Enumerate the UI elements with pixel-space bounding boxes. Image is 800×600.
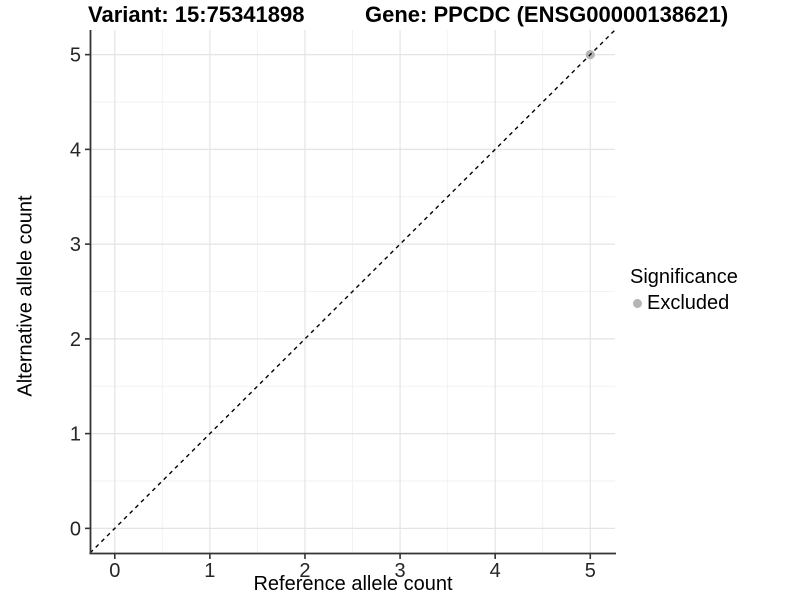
legend-item-excluded: Excluded	[630, 291, 738, 315]
y-axis-title: Alternative allele count	[14, 195, 37, 397]
x-tick-label: 3	[395, 560, 406, 582]
legend-item-label: Excluded	[647, 292, 730, 314]
variant-title: Variant: 15:75341898	[88, 2, 305, 27]
excluded-point-icon	[633, 298, 642, 308]
gene-title: Gene: PPCDC (ENSG00000138621)	[365, 2, 729, 27]
x-tick-label: 2	[299, 560, 310, 582]
y-tick-label: 2	[70, 329, 81, 351]
y-tick-label: 3	[70, 234, 81, 256]
y-tick-label: 4	[70, 139, 81, 161]
x-tick-label: 0	[109, 560, 120, 582]
x-axis-title: Reference allele count	[253, 573, 453, 595]
legend: Significance Excluded	[630, 265, 738, 315]
y-tick-label: 0	[70, 518, 81, 540]
x-tick-label: 4	[490, 560, 501, 582]
y-tick-label: 5	[70, 45, 81, 67]
y-tick-label: 1	[70, 424, 81, 446]
identity-line	[91, 30, 615, 553]
x-tick-label: 5	[585, 560, 596, 582]
legend-title: Significance	[630, 266, 738, 288]
x-tick-label: 1	[204, 560, 215, 582]
